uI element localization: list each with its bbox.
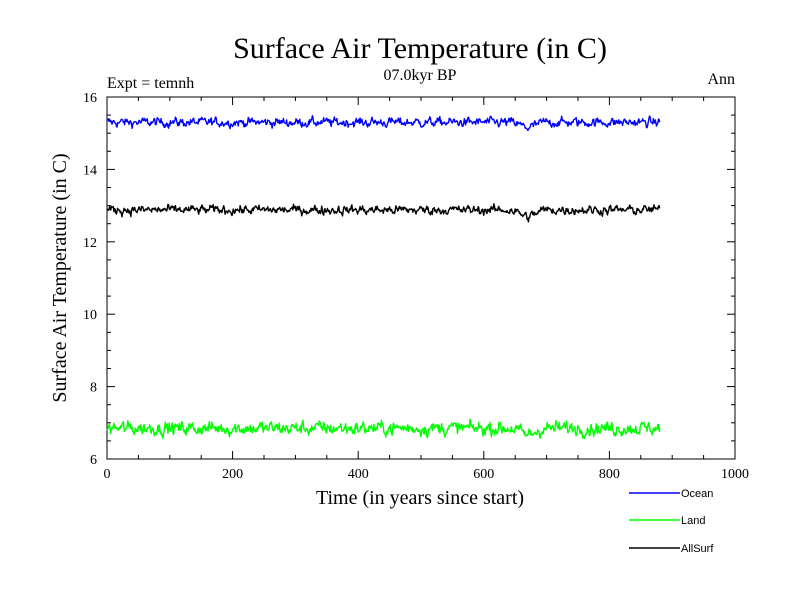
x-tick-label: 1000 [721, 467, 749, 482]
y-tick-label: 16 [83, 91, 97, 106]
x-tick-label: 200 [222, 467, 243, 482]
series-line-land [106, 418, 661, 440]
x-tick-label: 800 [599, 467, 620, 482]
legend-label-land: Land [681, 515, 705, 527]
season-label: Ann [707, 71, 735, 88]
y-tick-label: 14 [83, 163, 97, 178]
x-tick-label: 600 [473, 467, 494, 482]
series-line-ocean [106, 115, 661, 132]
experiment-label: Expt = temnh [107, 75, 194, 92]
y-axis-label: Surface Air Temperature (in C) [49, 153, 71, 402]
x-axis: 0 200 400 600 800 1000 [104, 97, 749, 482]
y-tick-label: 8 [90, 381, 97, 396]
x-axis-label: Time (in years since start) [316, 487, 524, 509]
legend: Ocean Land AllSurf [629, 488, 714, 555]
y-axis: 6 8 10 12 14 16 [83, 91, 735, 468]
x-tick-label: 0 [104, 467, 111, 482]
y-tick-label: 10 [83, 308, 97, 323]
x-tick-label: 400 [348, 467, 369, 482]
series-lines [106, 115, 661, 440]
y-tick-label: 12 [83, 236, 97, 251]
legend-label-ocean: Ocean [681, 488, 713, 500]
chart-subtitle: 07.0kyr BP [384, 67, 457, 84]
y-tick-label: 6 [90, 453, 97, 468]
series-line-allsurf [106, 203, 661, 223]
plot-frame [106, 96, 736, 460]
legend-label-allsurf: AllSurf [681, 543, 714, 555]
chart-title: Surface Air Temperature (in C) [233, 32, 607, 65]
